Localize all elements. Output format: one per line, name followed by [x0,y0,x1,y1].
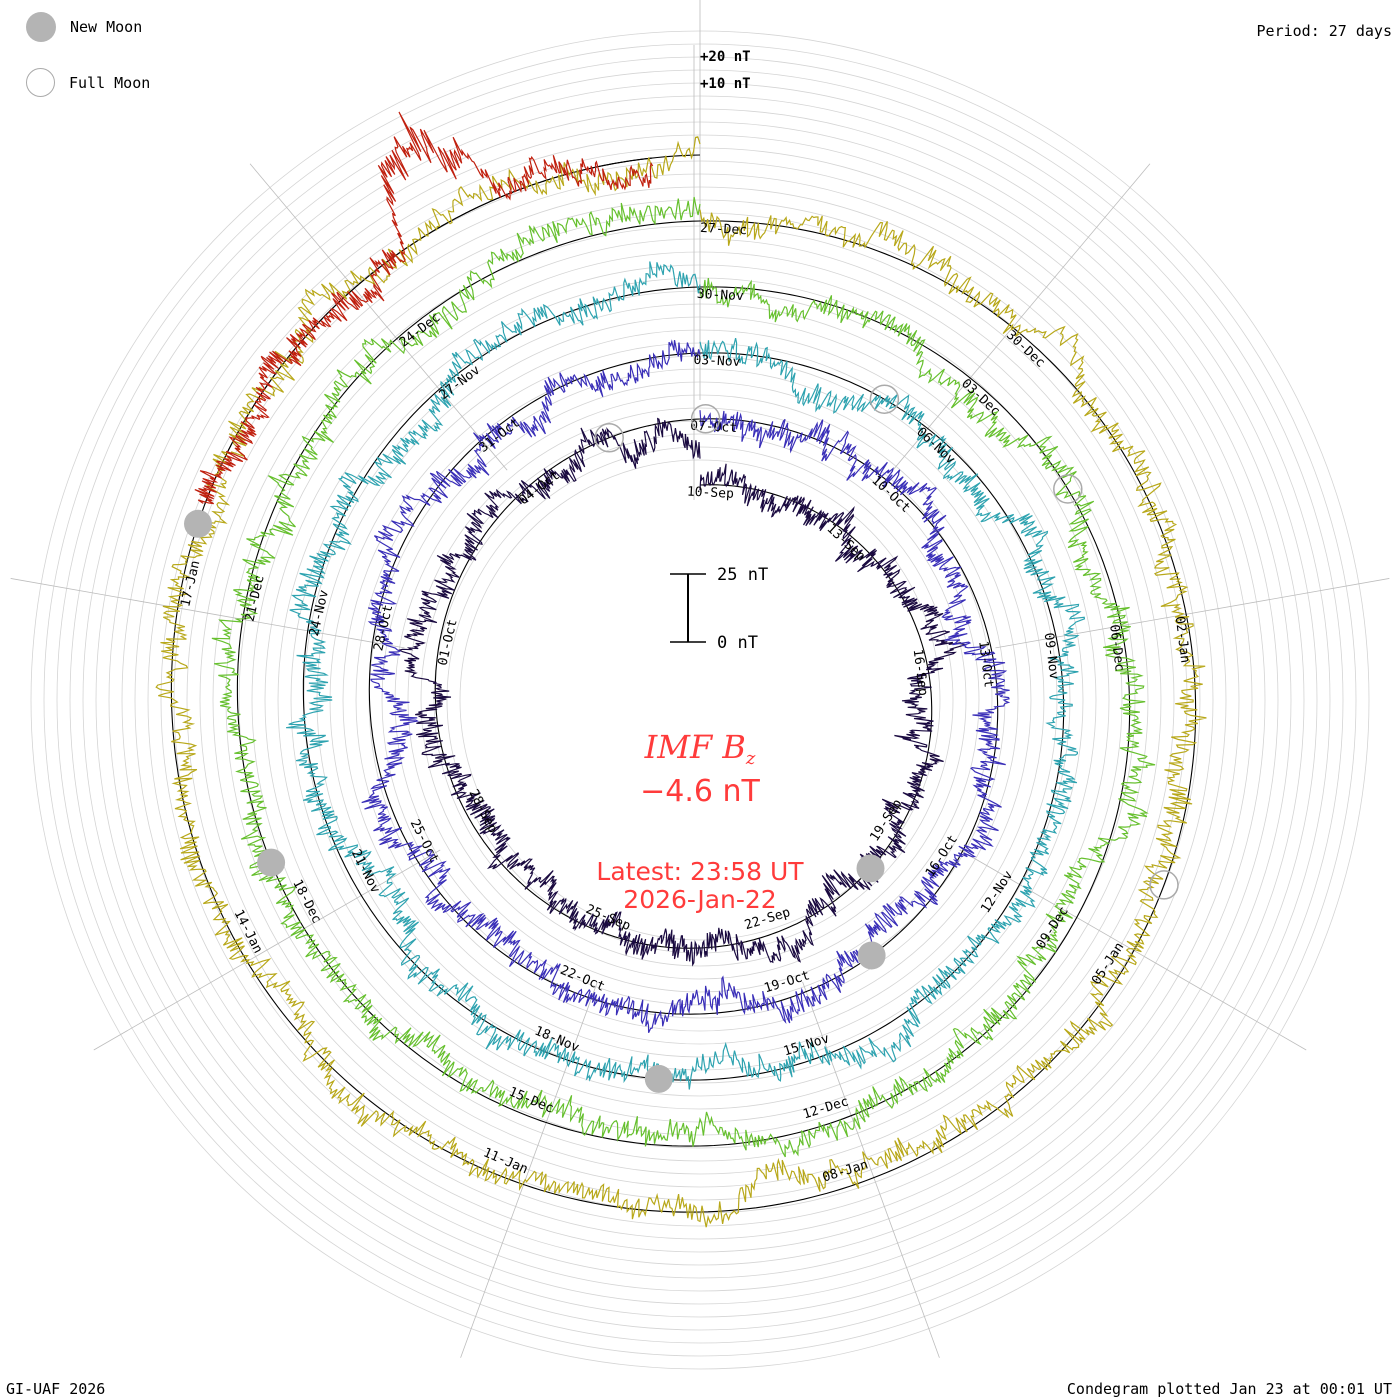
grid-circle [407,407,993,993]
date-label: 02-Jan [1172,615,1193,663]
grid-radial-line [93,849,441,1051]
new-moon-marker [257,848,286,877]
scale-bar: 25 nT 0 nT [670,565,768,653]
series-layer [155,111,1207,1228]
series-trace-3 [286,261,1086,1090]
date-label: 11-Jan [481,1145,530,1177]
latest-block: Latest: 23:58 UT 2026-Jan-22 [0,858,1400,914]
full-moon-marker [594,423,624,453]
grid-layer [10,0,1390,1370]
scale-top-label: 25 nT [717,565,768,585]
date-label: 05-Jan [1089,940,1127,988]
date-label: 16-Sep [910,648,931,697]
latest-date: 2026-Jan-22 [623,885,777,914]
grid-circle [433,433,967,967]
parameter-subscript: z [745,748,756,769]
date-label: 30-Nov [696,287,744,304]
legend-full-moon: Full Moon [26,68,150,97]
legend-full-moon-label: Full Moon [69,73,151,92]
series-trace-2 [361,339,1011,1033]
grid-circle [459,459,941,941]
date-label: 13-Oct [975,640,996,688]
full-moon-icon [26,68,55,97]
full-moon-marker [869,384,900,414]
zero-baseline [204,157,653,505]
grid-circle [420,420,980,980]
series-trace-1 [398,417,966,967]
zero-baseline [302,286,1065,1081]
new-moon-marker [857,941,886,970]
full-moon-marker [1149,870,1179,900]
full-moon-marker [690,404,721,434]
grid-radial-line [959,849,1307,1051]
parameter-title: IMF Bz [0,728,1400,769]
plotted-label: Condegram plotted Jan 23 at 00:01 UT [1066,1380,1392,1398]
period-label: Period: 27 days [1256,22,1392,40]
ref-label-10: +10 nT [700,76,751,92]
grid-radial-line [10,578,405,649]
grid-circle [381,381,1019,1019]
series-trace-6 [194,111,654,505]
zero-baseline [236,220,1131,1147]
date-label: 09-Nov [1041,632,1062,681]
date-label: 07-Oct [690,419,738,436]
grid-radial-line [460,981,598,1358]
series-trace-5 [155,136,1207,1228]
new-moon-marker [644,1064,673,1093]
grid-radial-line [802,981,940,1358]
new-moon-marker [184,509,212,538]
date-label: 03-Nov [693,353,741,370]
grid-radial-line [249,163,508,471]
new-moon-marker [856,854,885,883]
reference-labels: +20 nT +10 nT [700,49,751,92]
grid-radial-line [995,578,1390,649]
legend-new-moon: New Moon [26,12,142,42]
scale-bottom-label: 0 nT [717,633,758,653]
date-label: 06-Dec [1106,624,1127,672]
current-value: −4.6 nT [640,774,760,809]
date-label: 15-Dec [507,1085,556,1117]
full-moon-marker [1053,474,1083,504]
legend-new-moon-label: New Moon [70,18,143,36]
date-label: 18-Nov [532,1024,581,1056]
grid-radial-line [892,163,1151,471]
date-label: 10-Sep [687,485,735,502]
moon-layer [184,384,1179,1093]
credit-label: GI-UAF 2026 [6,1380,106,1398]
parameter-name: IMF B [644,728,746,766]
ref-label-20: +20 nT [700,49,751,65]
new-moon-icon [26,12,56,42]
zero-baseline [368,352,999,1015]
date-label: 27-Dec [700,221,748,238]
series-trace-4 [211,196,1156,1158]
latest-time: Latest: 23:58 UT [596,857,804,886]
